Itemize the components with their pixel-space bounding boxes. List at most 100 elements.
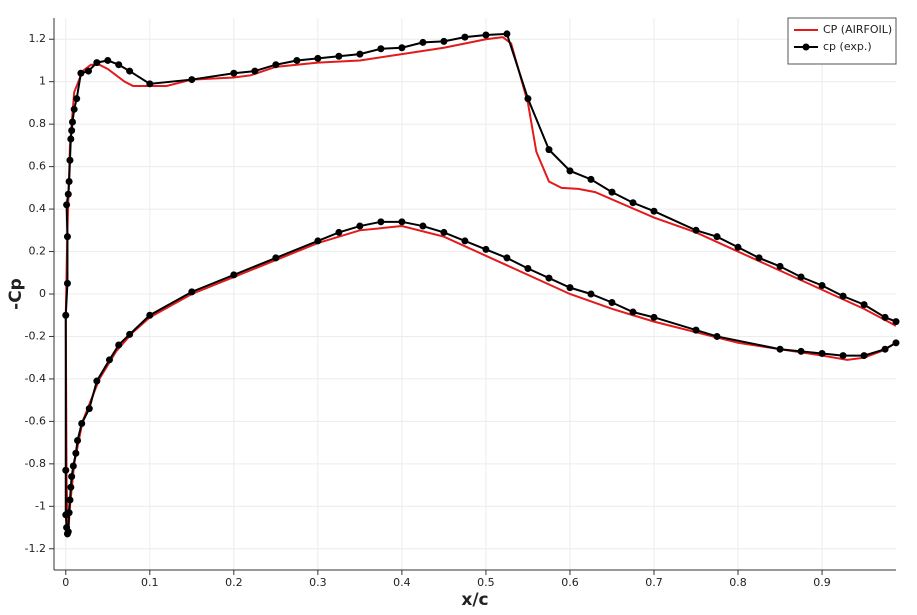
marker <box>93 59 101 67</box>
marker <box>126 330 134 338</box>
x-tick-label: 0.1 <box>141 576 159 589</box>
marker <box>68 473 76 481</box>
marker <box>85 405 93 413</box>
y-tick-label: -0.6 <box>25 414 46 427</box>
y-tick-label: 0.4 <box>29 202 47 215</box>
x-tick-label: 0 <box>62 576 69 589</box>
marker <box>881 313 889 321</box>
marker <box>566 284 574 292</box>
marker <box>63 233 71 241</box>
marker <box>629 308 637 316</box>
marker <box>126 67 134 75</box>
marker <box>419 222 427 230</box>
x-tick-label: 0.7 <box>645 576 663 589</box>
x-tick-label: 0.9 <box>813 576 831 589</box>
marker <box>608 188 616 196</box>
marker <box>650 207 658 215</box>
marker <box>566 167 574 175</box>
y-tick-label: 0.2 <box>29 245 47 258</box>
marker <box>314 54 322 62</box>
marker <box>797 347 805 355</box>
marker <box>104 56 112 64</box>
marker <box>398 44 406 52</box>
marker <box>105 356 113 364</box>
marker <box>608 298 616 306</box>
marker <box>797 273 805 281</box>
marker <box>755 254 763 262</box>
marker <box>892 339 900 347</box>
marker <box>503 254 511 262</box>
marker <box>461 33 469 41</box>
marker <box>66 496 74 504</box>
y-tick-label: 0.6 <box>29 160 47 173</box>
marker <box>482 31 490 39</box>
marker <box>230 69 238 77</box>
marker <box>335 228 343 236</box>
y-tick-label: 0.8 <box>29 117 47 130</box>
marker <box>73 95 81 103</box>
marker <box>545 146 553 154</box>
marker <box>293 56 301 64</box>
marker <box>63 279 71 287</box>
marker <box>892 318 900 326</box>
marker <box>776 345 784 353</box>
marker <box>734 243 742 251</box>
marker <box>377 218 385 226</box>
marker <box>335 52 343 60</box>
y-tick-label: 1 <box>39 75 46 88</box>
marker <box>461 237 469 245</box>
marker <box>314 237 322 245</box>
marker <box>818 282 826 290</box>
marker <box>356 50 364 58</box>
marker <box>62 311 70 319</box>
marker <box>272 254 280 262</box>
x-axis-title: x/c <box>461 590 488 610</box>
x-tick-label: 0.4 <box>393 576 411 589</box>
marker <box>440 37 448 45</box>
marker <box>68 127 76 135</box>
marker <box>62 466 70 474</box>
marker <box>356 222 364 230</box>
marker <box>63 524 71 532</box>
marker <box>65 177 73 185</box>
marker <box>650 313 658 321</box>
marker <box>629 199 637 207</box>
marker <box>881 345 889 353</box>
marker <box>839 292 847 300</box>
marker <box>839 352 847 360</box>
y-tick-label: 1.2 <box>29 32 47 45</box>
marker <box>64 190 72 198</box>
x-tick-label: 0.6 <box>561 576 579 589</box>
y-tick-label: -1.2 <box>25 542 46 555</box>
legend-box <box>787 17 897 65</box>
marker <box>377 45 385 53</box>
marker <box>440 228 448 236</box>
x-tick-label: 0.2 <box>225 576 243 589</box>
marker <box>860 301 868 309</box>
marker <box>503 30 511 38</box>
marker <box>67 483 75 491</box>
marker <box>72 449 80 457</box>
y-tick-label: -1 <box>35 499 46 512</box>
marker <box>115 61 123 69</box>
marker <box>251 67 259 75</box>
marker <box>77 69 85 77</box>
y-axis-title: -Cp <box>6 278 26 310</box>
x-tick-label: 0.8 <box>729 576 747 589</box>
marker <box>419 38 427 46</box>
y-tick-label: -0.8 <box>25 457 46 470</box>
marker <box>74 436 82 444</box>
marker <box>188 76 196 84</box>
y-tick-label: -0.2 <box>25 329 46 342</box>
marker <box>70 105 78 113</box>
marker <box>692 226 700 234</box>
marker <box>62 511 70 519</box>
marker <box>482 245 490 253</box>
marker <box>67 135 75 143</box>
marker <box>776 262 784 270</box>
marker <box>84 67 92 75</box>
marker <box>713 233 721 241</box>
marker <box>524 265 532 273</box>
marker <box>860 352 868 360</box>
